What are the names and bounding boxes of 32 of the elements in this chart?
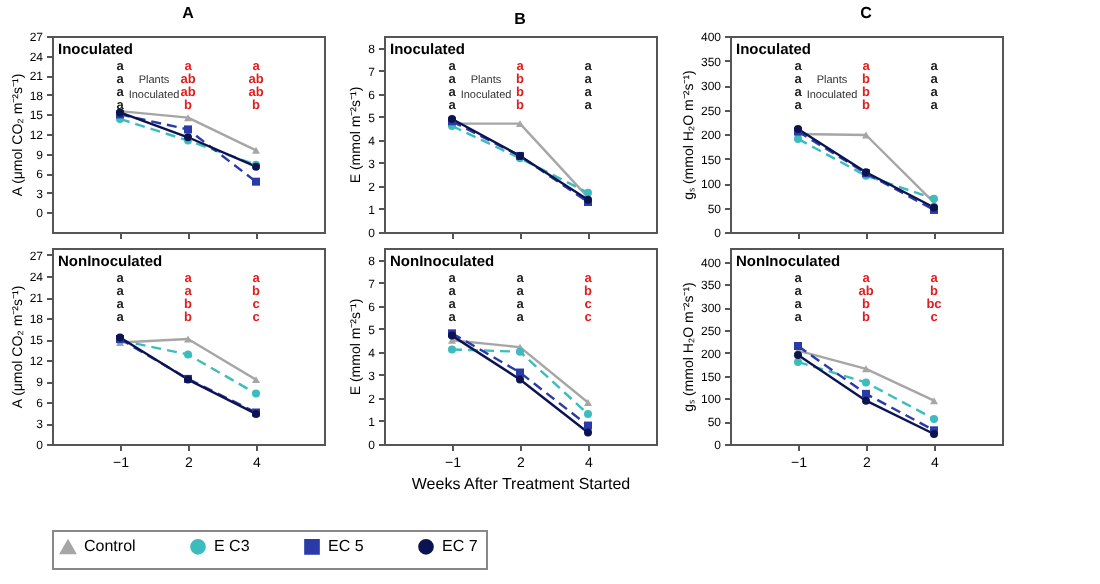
legend-label: Control — [84, 537, 137, 556]
point — [794, 351, 802, 360]
point — [516, 347, 524, 356]
point — [448, 345, 456, 354]
point — [584, 399, 592, 406]
point — [862, 389, 870, 398]
point — [862, 365, 870, 373]
point — [930, 397, 938, 405]
point — [584, 421, 592, 430]
chart-title: C — [860, 4, 873, 22]
point — [252, 389, 260, 398]
chart-title: B — [514, 10, 527, 28]
x-axis-title: Weeks After Treatment Started — [411, 475, 631, 493]
point — [930, 414, 938, 423]
point — [184, 125, 192, 134]
point — [862, 378, 870, 387]
legend-label: EC 7 — [442, 536, 479, 555]
point — [584, 410, 592, 419]
point — [516, 375, 524, 384]
point — [862, 396, 870, 405]
chart-title: A — [182, 4, 195, 22]
point — [930, 194, 938, 203]
point — [794, 134, 802, 143]
legend-label: E C3 — [214, 536, 251, 555]
point — [184, 350, 192, 359]
point — [794, 357, 802, 366]
point — [794, 342, 802, 350]
point — [584, 188, 592, 197]
point — [252, 177, 260, 186]
point — [252, 376, 260, 384]
legend-label: EC 5 — [328, 536, 365, 555]
point — [584, 428, 592, 437]
